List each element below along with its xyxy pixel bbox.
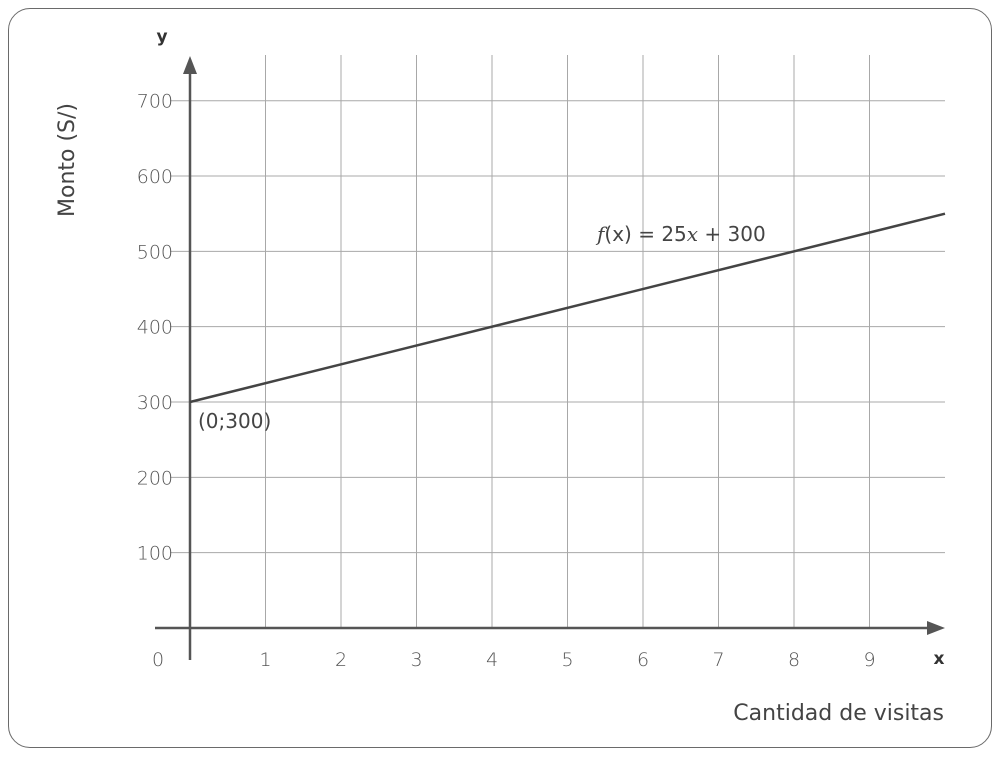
x-axis-arrow-icon bbox=[927, 621, 945, 635]
y-axis-letter: y bbox=[156, 27, 167, 47]
x-tick-label-3: 3 bbox=[410, 649, 422, 671]
y-tick-label-300: 300 bbox=[137, 392, 173, 414]
grid bbox=[170, 55, 945, 628]
x-tick-label-1: 1 bbox=[259, 649, 271, 671]
tick-labels: 1 2 3 4 5 6 7 8 9 100 200 300 400 500 600 700 bbox=[137, 91, 876, 671]
equation-label: f(x) = 25x + 300 bbox=[595, 222, 766, 246]
origin-label: 0 bbox=[152, 649, 164, 671]
point-annotation-0: (0;300) bbox=[198, 409, 271, 433]
equation-rhs-var: x bbox=[687, 222, 698, 246]
x-tick-label-4: 4 bbox=[486, 649, 498, 671]
y-axis-title: Monto (S/) bbox=[55, 103, 80, 217]
x-tick-label-8: 8 bbox=[788, 649, 800, 671]
equation-arg: (x) bbox=[604, 222, 631, 246]
y-tick-label-200: 200 bbox=[137, 467, 173, 489]
chart-frame bbox=[8, 8, 992, 748]
x-tick-label-6: 6 bbox=[637, 649, 649, 671]
annotations: (0;300) bbox=[198, 409, 271, 433]
equation-rhs-suffix: + 300 bbox=[698, 222, 766, 246]
y-tick-label-600: 600 bbox=[137, 166, 173, 188]
axes bbox=[155, 56, 945, 660]
x-axis-title: Cantidad de visitas bbox=[733, 701, 944, 726]
y-tick-label-100: 100 bbox=[137, 543, 173, 565]
y-axis-arrow-icon bbox=[183, 56, 197, 74]
y-tick-label-700: 700 bbox=[137, 91, 173, 113]
equation-rhs-prefix: = 25 bbox=[632, 222, 687, 246]
y-tick-label-400: 400 bbox=[137, 317, 173, 339]
x-tick-label-2: 2 bbox=[335, 649, 347, 671]
series-group bbox=[189, 212, 946, 404]
series-line-0 bbox=[189, 212, 946, 404]
y-tick-label-500: 500 bbox=[137, 241, 173, 263]
x-tick-label-9: 9 bbox=[863, 649, 875, 671]
x-tick-label-7: 7 bbox=[712, 649, 724, 671]
x-axis-letter: x bbox=[934, 649, 945, 669]
x-tick-label-5: 5 bbox=[561, 649, 573, 671]
